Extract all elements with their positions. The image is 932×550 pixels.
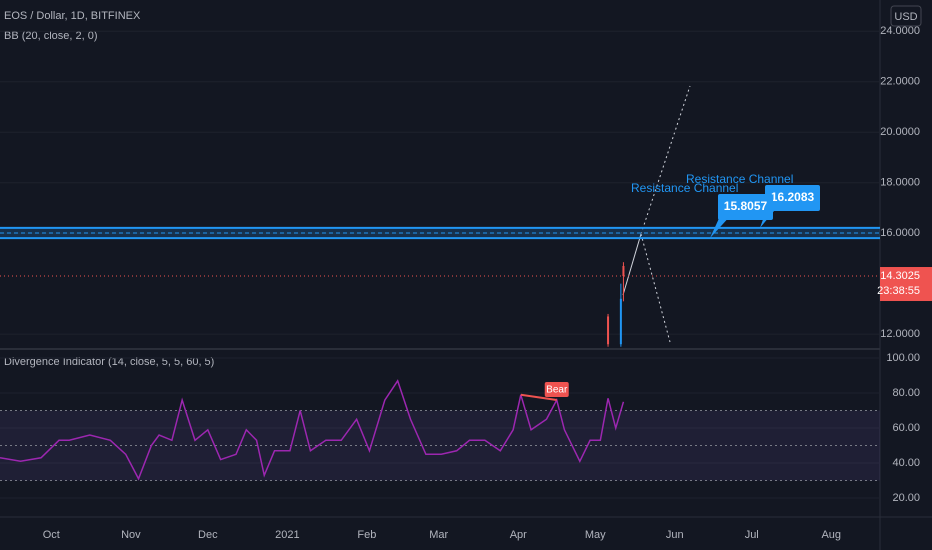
oscillator-line (0, 379, 625, 481)
oscillator-title: Divergence Indicator (14, close, 5, 5, 6… (4, 356, 214, 368)
x-tick-label: Jun (666, 529, 684, 541)
divergence-line (520, 393, 557, 402)
x-tick-label: Oct (43, 529, 60, 541)
annotation: Resistance Channel (686, 172, 793, 186)
countdown: 23:38:55 (877, 285, 920, 297)
y-tick-label: 16.0000 (880, 227, 920, 239)
x-tick-label: Apr (510, 529, 527, 541)
y-tick-label: 18.0000 (880, 177, 920, 189)
x-tick-label: Dec (198, 529, 218, 541)
callout-pointer (710, 214, 732, 239)
y-tick-label: 80.00 (892, 387, 920, 399)
divergence-label: Bear (546, 385, 568, 396)
trend-line (622, 233, 642, 296)
projection-line (640, 233, 671, 343)
x-tick-label: Jul (745, 529, 759, 541)
annotation: Resistance Channel (631, 181, 738, 195)
x-tick-label: Mar (429, 529, 448, 541)
callout-box (718, 194, 773, 220)
callout-box (765, 185, 820, 211)
x-tick-label: Aug (821, 529, 841, 541)
currency[interactable]: USD (894, 11, 917, 23)
divergence-label-box (544, 382, 569, 398)
projection-line (640, 85, 691, 235)
y-tick-label: 24.0000 (880, 25, 920, 37)
last-price-box (880, 267, 932, 302)
last-price: 14.3025 (880, 270, 920, 282)
y-tick-label: 20.0000 (880, 126, 920, 138)
y-tick-label: 22.0000 (880, 76, 920, 88)
y-tick-label: 20.00 (892, 492, 920, 504)
y-tick-label: 40.00 (892, 457, 920, 469)
callout-value: 16.2083 (771, 190, 815, 204)
y-tick-label: 12.0000 (880, 328, 920, 340)
x-tick-label: Nov (121, 529, 141, 541)
chart-title: EOS / Dollar, 1D, BITFINEX (4, 10, 141, 22)
channel-fill (0, 227, 880, 239)
callout-value: 15.8057 (724, 199, 768, 213)
candle-body (622, 265, 625, 277)
x-tick-label: May (585, 529, 606, 541)
candle-body (607, 316, 610, 345)
indicator-title: BB (20, close, 2, 0) (4, 30, 98, 42)
candle-body (619, 298, 622, 345)
x-tick-label: 2021 (275, 529, 299, 541)
y-tick-label: 60.00 (892, 422, 920, 434)
x-tick-label: Feb (357, 529, 376, 541)
callout-pointer (760, 205, 779, 228)
currency-box[interactable] (890, 5, 922, 27)
y-tick-label: 100.00 (886, 352, 920, 364)
